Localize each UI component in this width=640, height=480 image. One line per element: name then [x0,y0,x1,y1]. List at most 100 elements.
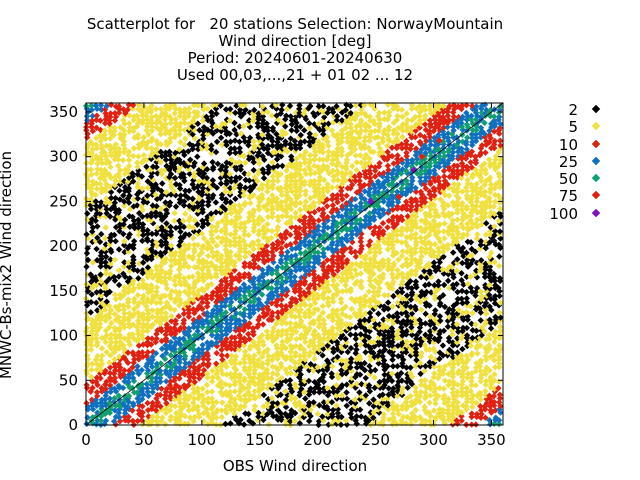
data-point [83,159,90,167]
data-point [330,173,337,180]
data-point [163,385,170,393]
data-point [149,413,156,420]
data-point [254,170,262,177]
data-point [172,105,179,112]
data-point [83,381,90,389]
data-point [246,260,254,268]
data-point [394,267,401,274]
data-point [138,366,145,374]
data-point [293,234,300,242]
data-point [162,255,170,263]
data-point [102,259,109,266]
data-point [232,159,239,166]
data-point [149,348,157,356]
data-point [296,133,303,141]
data-point [221,359,229,367]
data-point [333,402,340,409]
data-point [98,230,105,238]
data-point [194,102,202,109]
data-point [209,367,216,375]
data-point [329,106,336,113]
data-point [265,199,272,207]
data-point [291,173,299,180]
data-point [209,177,217,184]
data-point [279,213,286,220]
data-point [232,109,239,116]
data-point [264,370,271,377]
data-point [390,292,397,300]
data-point [440,167,448,175]
data-point [203,178,211,185]
data-point [338,235,346,242]
data-point [259,364,266,371]
data-point [301,138,308,145]
data-point [83,113,91,120]
data-point [144,192,151,199]
data-point [152,407,160,414]
data-point [440,281,448,289]
data-point [343,389,350,396]
data-point [129,213,136,221]
data-point [121,170,129,178]
data-point [251,352,258,359]
data-point [185,148,192,155]
data-point [288,121,296,128]
data-point [88,228,96,235]
data-point [334,176,342,184]
data-point [296,105,303,113]
data-point [227,280,235,288]
data-point [176,289,183,296]
data-point [102,135,109,142]
data-point [136,210,143,217]
data-point [84,177,92,185]
data-point [163,162,170,170]
data-point [268,395,276,402]
data-point [232,149,239,157]
data-point [191,119,198,127]
data-point [246,335,253,343]
data-point [153,242,161,250]
data-point [320,103,327,110]
data-point [185,420,192,428]
data-point [157,141,165,148]
data-point [116,221,124,228]
data-point [204,213,211,220]
data-point [269,244,277,252]
data-point [96,320,104,328]
data-point [255,321,262,328]
data-point [190,370,198,377]
data-point [191,135,199,142]
data-point [148,335,156,342]
data-point [103,112,110,120]
data-point [98,145,106,153]
data-point [247,343,254,350]
data-point [256,227,263,235]
data-point [162,421,169,428]
data-point [96,238,104,246]
data-point [449,249,457,256]
data-point [250,245,257,253]
data-point [167,228,175,235]
data-point [274,213,282,221]
data-point [246,249,253,256]
title-line-4: Used 00,03,...,21 + 01 02 ... 12 [176,66,414,84]
data-point [203,259,210,266]
data-point [134,417,141,425]
data-point [140,341,147,348]
data-point [268,316,276,324]
data-point [149,135,156,142]
data-point [223,281,231,289]
data-point [101,302,108,309]
data-point [149,389,156,396]
data-point [191,170,198,177]
data-point [356,406,364,413]
data-point [279,338,286,345]
data-point [190,323,197,331]
data-point [268,289,276,296]
data-point [134,291,142,299]
data-point [143,256,151,263]
data-point [189,224,197,231]
data-point [247,199,254,207]
data-point [246,364,253,371]
data-point [111,407,119,414]
